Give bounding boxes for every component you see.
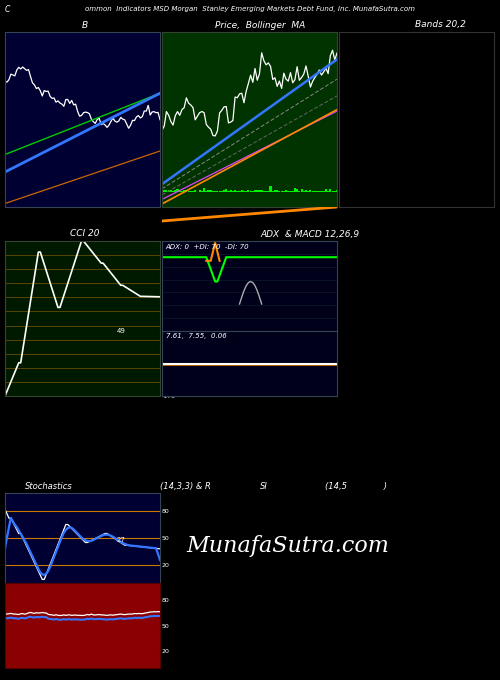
Bar bbox=[252, 191, 254, 192]
Bar bbox=[260, 190, 262, 192]
Bar bbox=[183, 190, 185, 192]
Bar bbox=[225, 190, 228, 192]
Bar bbox=[170, 190, 172, 192]
Bar bbox=[212, 191, 214, 192]
Bar bbox=[190, 191, 192, 192]
Bar bbox=[166, 190, 168, 192]
Text: ADX: 0  +DI: 70  -DI: 70: ADX: 0 +DI: 70 -DI: 70 bbox=[166, 243, 249, 250]
Bar bbox=[176, 189, 178, 192]
Text: ommon  Indicators MSD Morgan  Stanley Emerging Markets Debt Fund, Inc. MunafaSut: ommon Indicators MSD Morgan Stanley Emer… bbox=[85, 6, 415, 12]
Bar bbox=[194, 190, 196, 192]
Bar bbox=[316, 190, 318, 192]
Bar bbox=[268, 191, 270, 192]
Bar bbox=[325, 188, 327, 192]
Bar bbox=[300, 189, 302, 192]
Bar bbox=[248, 190, 250, 192]
Bar bbox=[203, 188, 205, 192]
Bar bbox=[310, 190, 312, 192]
Bar bbox=[181, 190, 183, 192]
Bar bbox=[208, 190, 210, 192]
Bar bbox=[240, 190, 243, 192]
Bar bbox=[278, 190, 280, 192]
Bar bbox=[198, 190, 200, 192]
Bar bbox=[254, 190, 256, 192]
Text: Price,  Bollinger  MA: Price, Bollinger MA bbox=[215, 20, 305, 29]
Bar bbox=[174, 190, 176, 192]
Bar bbox=[218, 191, 220, 192]
Bar bbox=[330, 189, 332, 192]
Bar bbox=[256, 190, 258, 192]
Bar bbox=[285, 190, 287, 192]
Bar bbox=[327, 190, 329, 192]
Bar bbox=[274, 190, 276, 192]
Bar bbox=[336, 190, 338, 192]
Bar bbox=[283, 190, 285, 192]
Text: 49: 49 bbox=[116, 328, 126, 334]
Text: Stochastics: Stochastics bbox=[25, 482, 73, 491]
Bar bbox=[322, 190, 325, 192]
Bar bbox=[161, 190, 163, 192]
Text: MunafaSutra.com: MunafaSutra.com bbox=[186, 535, 389, 557]
Bar bbox=[270, 186, 272, 192]
Text: SI: SI bbox=[260, 482, 268, 491]
Bar bbox=[314, 190, 316, 192]
Bar bbox=[296, 189, 298, 192]
Text: 27: 27 bbox=[116, 537, 126, 543]
Bar bbox=[294, 188, 296, 192]
Bar bbox=[305, 190, 307, 192]
Bar bbox=[168, 190, 170, 192]
Text: (14,5              ): (14,5 ) bbox=[325, 482, 387, 491]
Bar bbox=[210, 190, 212, 192]
Bar bbox=[290, 191, 292, 192]
Bar bbox=[250, 191, 252, 192]
Bar bbox=[334, 190, 336, 192]
Bar bbox=[186, 190, 188, 192]
Bar bbox=[216, 190, 218, 192]
Text: CCI 20: CCI 20 bbox=[70, 230, 100, 239]
Text: B: B bbox=[82, 20, 88, 29]
Text: ADX  & MACD 12,26,9: ADX & MACD 12,26,9 bbox=[260, 230, 360, 239]
Bar bbox=[276, 190, 278, 192]
Text: C: C bbox=[5, 5, 10, 14]
Bar bbox=[312, 190, 314, 192]
Bar bbox=[298, 190, 300, 192]
Bar bbox=[272, 191, 274, 192]
Bar bbox=[230, 190, 232, 192]
Bar bbox=[265, 191, 267, 192]
Bar bbox=[223, 190, 225, 192]
Bar bbox=[302, 191, 305, 192]
Bar bbox=[228, 191, 230, 192]
Bar bbox=[263, 191, 265, 192]
Bar bbox=[163, 190, 166, 192]
Text: Bands 20,2: Bands 20,2 bbox=[414, 20, 466, 29]
Bar bbox=[206, 190, 208, 192]
Text: 7.61,  7.55,  0.06: 7.61, 7.55, 0.06 bbox=[166, 333, 226, 339]
Bar bbox=[258, 190, 260, 192]
Text: (14,3,3) & R: (14,3,3) & R bbox=[160, 482, 211, 491]
Bar bbox=[238, 191, 240, 192]
Bar bbox=[234, 190, 236, 192]
Bar bbox=[172, 191, 174, 192]
